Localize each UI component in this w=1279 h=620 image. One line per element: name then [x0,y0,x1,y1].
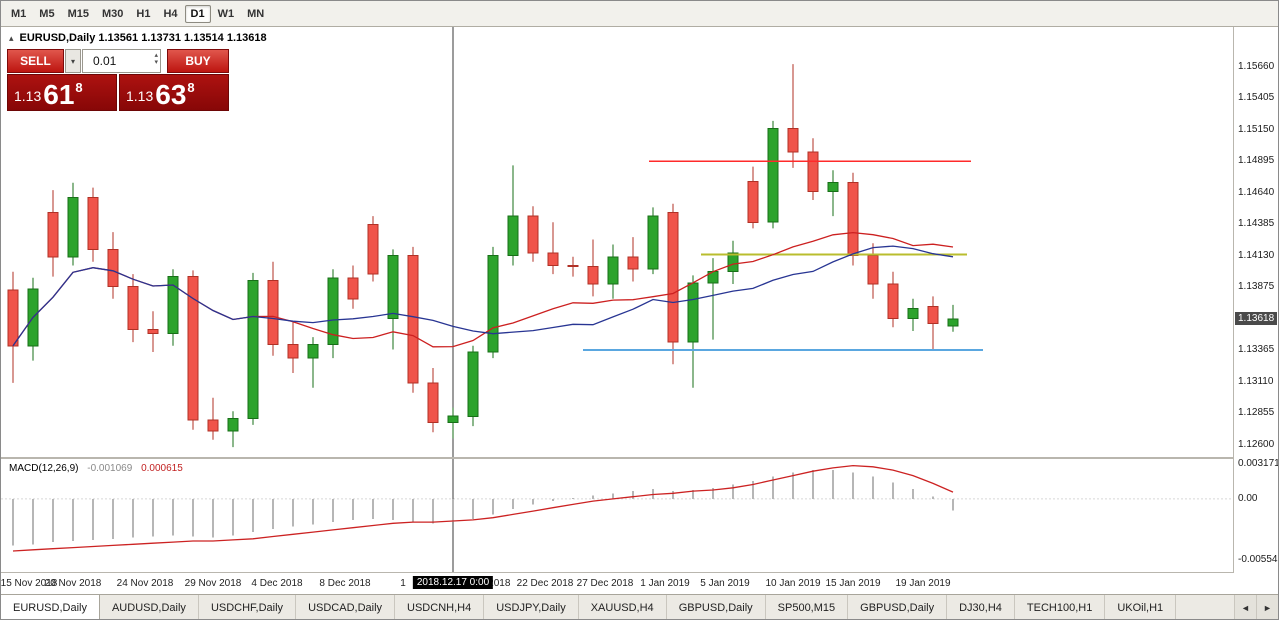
buy-price-display[interactable]: 1.13 63 8 [119,74,229,111]
price-axis-label: 1.15405 [1238,92,1275,104]
price-axis-label: 1.15150 [1238,123,1275,135]
time-axis-label: 27 Dec 2018 [576,578,634,589]
tab-scroll-buttons: ◄ ► [1234,595,1278,619]
time-axis-label: 5 Jan 2019 [700,578,750,589]
buy-button[interactable]: BUY [167,49,229,73]
chart-tab-dj30-h4[interactable]: DJ30,H4 [947,595,1015,619]
macd-axis-label: -0.005543 [1238,554,1279,566]
timeframe-button-d1[interactable]: D1 [184,4,211,23]
price-axis-label: 1.13110 [1238,375,1274,387]
time-axis[interactable]: 15 Nov 2018 20 Nov 2018 24 Nov 2018 29 Nov … [1,573,1233,594]
buy-price-pips: 63 [155,78,187,110]
timeframe-button-w1[interactable]: W1 [217,7,235,20]
one-click-trading-panel: SELL ▾ 0.01 ▴ ▾ BUY 1.13 61 8 [7,49,229,111]
collapse-triangle-icon[interactable]: ▴ [9,32,14,43]
timeframe-button-mn[interactable]: MN [247,7,265,20]
chart-tab-sp500-m15[interactable]: SP500,M15 [766,595,849,619]
chart-title: ▴ EURUSD,Daily 1.13561 1.13731 1.13514 1… [9,32,267,44]
chart-tab-eurusd-daily[interactable]: EURUSD,Daily [1,595,100,619]
timeframe-toolbar: M1 M5 M15 M30 H1 H4 D1 W1 MN [1,1,1278,27]
time-axis-label: 15 Nov 2018 [0,578,58,589]
time-axis-label: 22 Dec 2018 [516,578,574,589]
timeframe-button-m15[interactable]: M15 [67,7,89,20]
chart-tab-usdcad-daily[interactable]: USDCAD,Daily [296,595,396,619]
lot-size-value: 0.01 [93,54,117,68]
time-axis-label: 8 Dec 2018 [319,578,371,589]
lot-spinner[interactable]: ▴ ▾ [154,52,158,66]
timeframe-button-h4[interactable]: H4 [163,7,178,20]
price-axis[interactable]: 1.15660 1.15405 1.15150 1.14895 1.14640 1.143… [1234,27,1279,594]
sell-price-display[interactable]: 1.13 61 8 [7,74,117,111]
price-axis-label: 1.14385 [1238,218,1275,230]
chart-workspace: ▴ EURUSD,Daily 1.13561 1.13731 1.13514 1… [1,27,1278,594]
time-axis-label: 4 Dec 2018 [251,578,303,589]
timeframe-button-m30[interactable]: M30 [101,7,124,20]
price-axis-label: 1.13365 [1238,344,1275,356]
chart-tab-xauusd-h4[interactable]: XAUUSD,H4 [579,595,667,619]
macd-main-value: -0.001069 [87,463,133,474]
time-axis-label: 1 Jan 2019 [640,578,690,589]
macd-axis-label: 0.003171 [1238,457,1279,469]
time-axis-label: 20 Nov 2018 [44,578,102,589]
price-axis-label: 1.14895 [1238,155,1275,167]
lot-dropdown-button[interactable]: ▾ [65,49,81,73]
time-axis-label: 15 Jan 2019 [825,578,881,589]
macd-chart-canvas[interactable] [1,459,1233,572]
chart-tab-usdcnh-h4[interactable]: USDCNH,H4 [395,595,485,619]
tab-scroll-left-button[interactable]: ◄ [1234,595,1256,619]
sell-price-big-figure: 1.13 [14,88,42,104]
timeframe-button-h1[interactable]: H1 [136,7,151,20]
price-chart-canvas[interactable] [1,27,1233,457]
price-axis-label: 1.14640 [1238,186,1275,198]
chart-tab-gbpusd-daily[interactable]: GBPUSD,Daily [667,595,766,619]
current-price-badge: 1.13618 [1235,311,1278,325]
vline-date-badge: 2018.12.17 0:00 [412,576,494,589]
buy-price-point: 8 [187,80,195,95]
chart-tab-ukoil-h1[interactable]: UKOil,H1 [1105,595,1177,619]
sell-button[interactable]: SELL [7,49,64,73]
buy-price-big-figure: 1.13 [126,88,154,104]
timeframe-button-m1[interactable]: M1 [11,7,27,20]
chart-tab-bar: EURUSD,Daily AUDUSD,Daily USDCHF,Daily USDC… [1,594,1278,619]
spinner-down-icon[interactable]: ▾ [154,59,158,66]
chart-title-text: EURUSD,Daily 1.13561 1.13731 1.13514 1.1… [19,32,267,44]
chart-tab-gbpusd-daily[interactable]: GBPUSD,Daily [848,595,948,619]
sell-price-pips: 61 [43,78,75,110]
time-axis-label: 10 Jan 2019 [765,578,821,589]
time-axis-label: 1 [400,578,406,589]
tab-scroll-right-button[interactable]: ► [1256,595,1278,619]
price-axis-label: 1.15660 [1238,60,1275,72]
timeframe-button-m5[interactable]: M5 [39,7,55,20]
axis-separator [1,572,1278,573]
time-axis-label: 19 Jan 2019 [895,578,951,589]
chevron-right-icon: ► [1263,603,1272,613]
price-axis-label: 1.12855 [1238,407,1275,419]
chart-tab-tech100-h1[interactable]: TECH100,H1 [1015,595,1106,619]
macd-name: MACD(12,26,9) [9,463,79,474]
time-axis-label: 29 Nov 2018 [184,578,242,589]
price-axis-label: 1.13875 [1238,281,1275,293]
chart-tab-usdchf-daily[interactable]: USDCHF,Daily [199,595,297,619]
time-axis-label: 24 Nov 2018 [116,578,174,589]
macd-signal-value: 0.000615 [141,463,183,474]
sell-price-point: 8 [75,80,83,95]
price-axis-label: 1.12600 [1238,438,1275,450]
pane-splitter[interactable] [1,457,1278,459]
lot-size-field[interactable]: 0.01 ▴ ▾ [82,49,161,73]
chevron-down-icon: ▾ [70,56,75,66]
chevron-left-icon: ◄ [1241,603,1250,613]
scale-separator [1233,27,1234,572]
macd-axis-label: 0.00 [1238,492,1258,504]
price-axis-label: 1.14130 [1238,249,1275,261]
chart-tab-audusd-daily[interactable]: AUDUSD,Daily [100,595,199,619]
spinner-up-icon[interactable]: ▴ [154,52,158,59]
macd-indicator-label: MACD(12,26,9) -0.001069 0.000615 [9,463,183,474]
chart-tab-usdjpy-daily[interactable]: USDJPY,Daily [484,595,579,619]
